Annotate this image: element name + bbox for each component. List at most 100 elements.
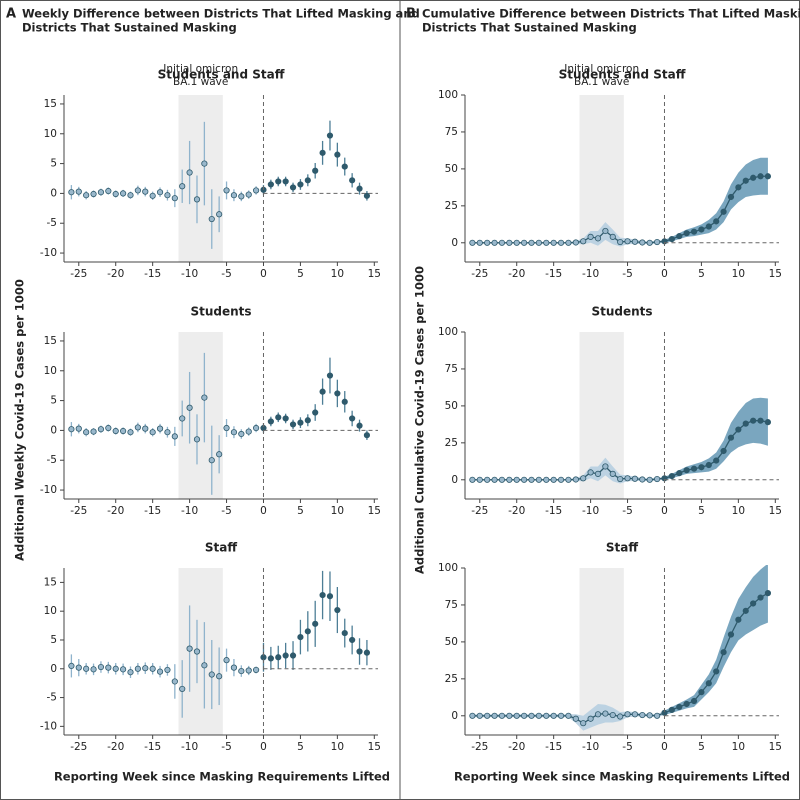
point [349, 636, 356, 644]
point [594, 470, 602, 477]
x-tick-label: -5 [622, 741, 632, 753]
point [690, 465, 698, 472]
point [319, 149, 326, 156]
point [528, 712, 535, 719]
x-tick-label: -10 [582, 741, 599, 753]
x-tick-label: 0 [661, 268, 668, 280]
point [557, 712, 565, 719]
x-tick-label: -5 [221, 268, 231, 280]
point [304, 628, 311, 635]
point [617, 238, 624, 246]
point [304, 177, 311, 184]
point [609, 470, 616, 477]
point [757, 173, 764, 180]
point [498, 476, 506, 483]
point [535, 712, 542, 719]
point [341, 163, 348, 170]
point [476, 239, 483, 246]
y-axis-label: Additional Cumulative Covid-19 Cases per… [413, 266, 427, 574]
x-tick-label: 5 [297, 505, 304, 517]
point [602, 463, 609, 470]
point [208, 215, 215, 223]
point [617, 475, 624, 483]
point [267, 655, 274, 662]
point [230, 664, 238, 671]
point [506, 476, 513, 483]
point [668, 706, 675, 713]
point [764, 419, 772, 426]
point [223, 187, 230, 194]
point [565, 476, 572, 483]
y-tick-label: 10 [44, 365, 57, 377]
point [698, 689, 705, 696]
point [557, 239, 565, 246]
point [491, 712, 498, 719]
point [498, 239, 506, 246]
point [580, 475, 587, 482]
point [334, 390, 341, 397]
point [469, 239, 476, 246]
point [171, 433, 178, 440]
point [676, 470, 683, 477]
point [521, 712, 528, 719]
confidence-band [664, 565, 768, 716]
point [521, 239, 528, 246]
point [683, 467, 690, 474]
x-tick-label: -15 [545, 741, 562, 753]
point [742, 177, 749, 184]
x-tick-label: 5 [297, 741, 304, 753]
x-tick-label: 15 [368, 741, 381, 753]
point [757, 594, 764, 601]
confidence-band [472, 222, 665, 247]
y-tick-label: 15 [44, 576, 57, 588]
point [142, 425, 149, 432]
point [484, 712, 491, 719]
point [750, 174, 757, 181]
y-tick-label: -5 [47, 692, 57, 704]
point [171, 678, 178, 685]
point [275, 414, 282, 421]
point [201, 160, 208, 167]
x-tick-label: -20 [107, 505, 124, 517]
y-tick-label: 5 [50, 158, 57, 170]
point [727, 434, 735, 441]
point [112, 665, 119, 672]
point [208, 671, 215, 678]
point [245, 667, 252, 674]
point [565, 712, 572, 719]
point [720, 208, 727, 215]
point [83, 665, 90, 672]
point [484, 239, 491, 246]
x-tick-label: 0 [661, 505, 668, 517]
point [120, 666, 127, 673]
point [238, 430, 245, 438]
point [312, 409, 319, 416]
y-tick-label: 10 [44, 128, 57, 140]
point [653, 475, 661, 483]
shade-region [178, 332, 223, 499]
point [750, 417, 757, 424]
point [289, 652, 297, 659]
point [312, 620, 319, 627]
y-tick-label: 75 [445, 599, 458, 611]
x-tick-label: 10 [732, 268, 745, 280]
point [513, 239, 520, 246]
point [727, 193, 735, 201]
x-tick-label: 10 [732, 741, 745, 753]
point [149, 665, 156, 672]
point [624, 711, 631, 718]
subtitle: Students and Staff [158, 68, 285, 82]
point [90, 666, 97, 673]
point [349, 177, 356, 184]
point [363, 192, 371, 199]
x-tick-label: -10 [582, 268, 599, 280]
point [513, 476, 520, 483]
x-tick-label: 15 [769, 268, 782, 280]
x-tick-label: 15 [769, 741, 782, 753]
y-tick-label: 5 [50, 395, 57, 407]
x-tick-label: -10 [181, 741, 198, 753]
y-tick-label: 25 [445, 673, 458, 685]
point [90, 428, 97, 435]
annotation: Initial omicron [163, 63, 238, 75]
panel-letter: A [6, 7, 16, 22]
